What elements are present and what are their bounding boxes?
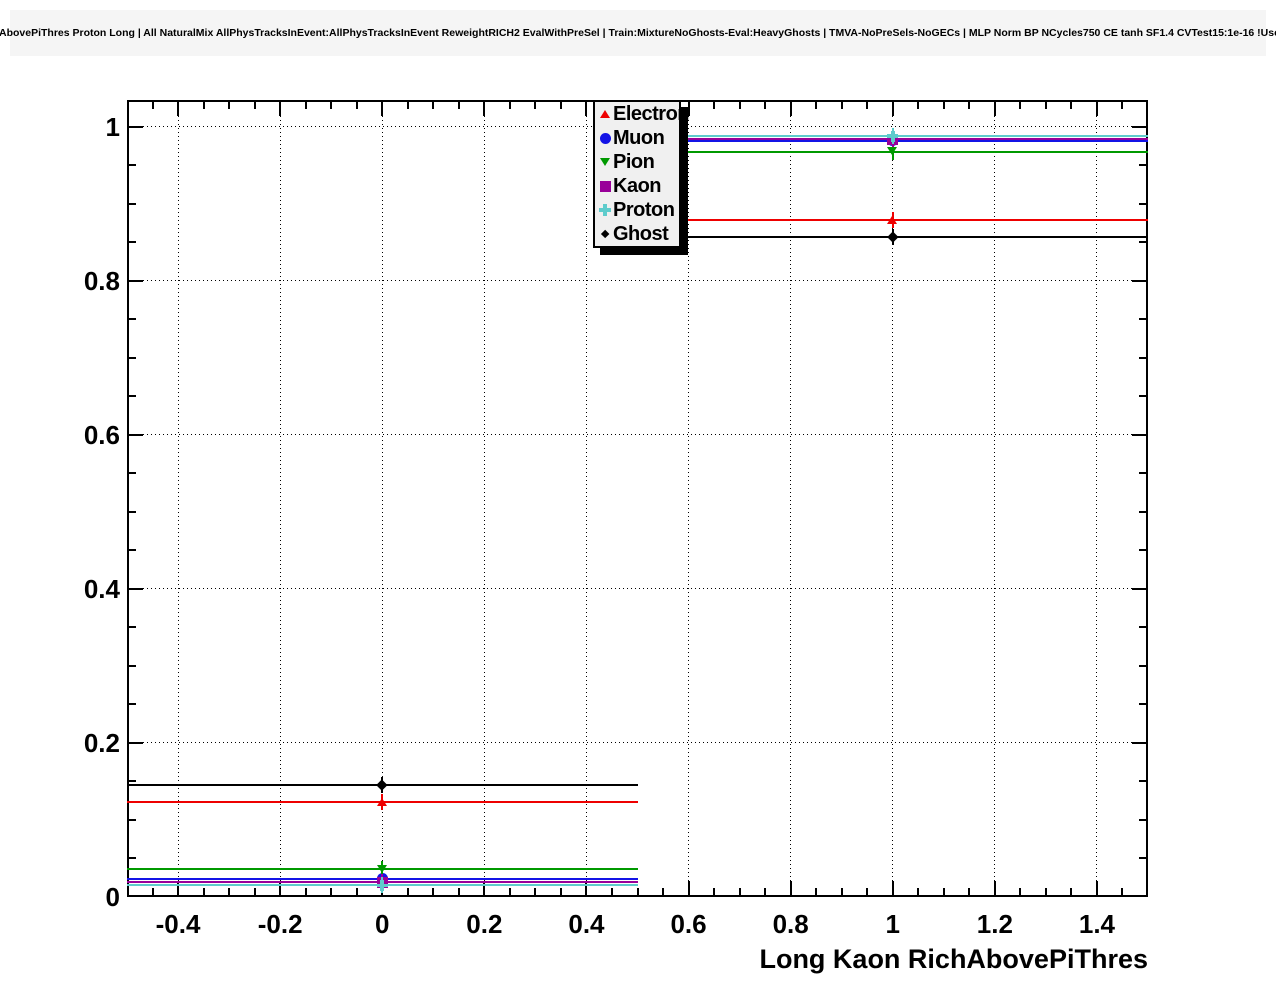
legend-label-ghost: Ghost	[613, 223, 669, 245]
circle-icon	[598, 130, 613, 146]
legend-label-pion: Pion	[613, 151, 655, 173]
x-tick-label: 1	[885, 909, 900, 939]
legend-label-kaon: Kaon	[613, 175, 662, 197]
y-tick-label: 0.4	[83, 573, 120, 604]
x-tick-label: 0.4	[568, 909, 605, 939]
x-tick-label: 0.6	[670, 909, 707, 939]
cross-icon	[598, 202, 613, 218]
legend-item-proton: Proton	[595, 198, 679, 222]
legend-item-pion: Pion	[595, 150, 679, 174]
cross-v-bar	[603, 204, 607, 216]
legend-marker-pion	[599, 157, 610, 166]
y-tick-label: 0.6	[83, 419, 120, 450]
x-tick-label: 1.4	[1078, 909, 1116, 939]
legend-marker-electron	[599, 109, 610, 118]
y-tick-label: 0	[105, 882, 120, 912]
triangle-down-icon	[598, 154, 613, 170]
diamond-small-icon	[598, 226, 613, 242]
x-axis-title: Long Kaon RichAbovePiThres	[759, 944, 1148, 974]
plot-title-bar: RichAbovePiThres Proton Long | All Natur…	[0, 10, 1276, 56]
square-icon	[598, 178, 613, 194]
legend-marker-ghost	[600, 229, 610, 239]
x-tick-label: -0.4	[155, 909, 201, 939]
y-tick-label: 0.8	[83, 265, 120, 296]
legend-item-ghost: Ghost	[595, 222, 679, 246]
x-tick-label: 0.2	[466, 909, 503, 939]
legend-item-kaon: Kaon	[595, 174, 679, 198]
legend-box: Electron Muon Pion Kaon Proton Ghost	[593, 100, 690, 248]
legend-label-muon: Muon	[613, 127, 665, 149]
triangle-up-icon	[598, 106, 613, 122]
y-tick-label: 0.2	[83, 727, 120, 758]
legend-label-proton: Proton	[613, 199, 675, 221]
legend-item-electron: Electron	[595, 102, 690, 126]
legend-marker-kaon	[599, 180, 611, 192]
y-tick-label: 1	[105, 111, 120, 142]
x-tick-label: 0.8	[772, 909, 809, 939]
plot-title: RichAbovePiThres Proton Long | All Natur…	[0, 27, 1276, 39]
x-tick-label: 0	[375, 909, 390, 939]
legend-marker-proton	[599, 204, 611, 216]
legend-marker-muon	[599, 132, 611, 144]
x-tick-label: -0.2	[257, 909, 303, 939]
legend-item-muon: Muon	[595, 126, 679, 150]
x-tick-label: 1.2	[976, 909, 1013, 939]
legend-label-electron: Electron	[613, 103, 690, 125]
